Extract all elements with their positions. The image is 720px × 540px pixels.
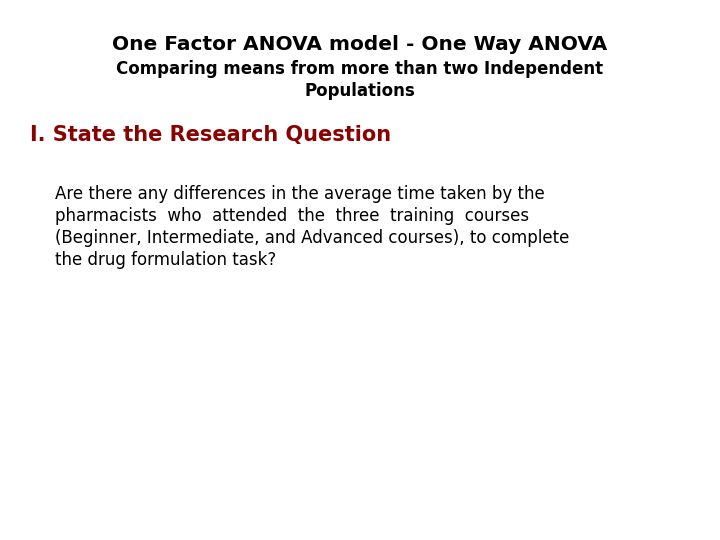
Text: (Beginner, Intermediate, and Advanced courses), to complete: (Beginner, Intermediate, and Advanced co… bbox=[55, 229, 570, 247]
Text: Populations: Populations bbox=[305, 82, 415, 100]
Text: Are there any differences in the average time taken by the: Are there any differences in the average… bbox=[55, 185, 545, 203]
Text: the drug formulation task?: the drug formulation task? bbox=[55, 251, 276, 269]
Text: Comparing means from more than two Independent: Comparing means from more than two Indep… bbox=[117, 60, 603, 78]
Text: pharmacists  who  attended  the  three  training  courses: pharmacists who attended the three train… bbox=[55, 207, 529, 225]
Text: I. State the Research Question: I. State the Research Question bbox=[30, 125, 391, 145]
Text: One Factor ANOVA model - One Way ANOVA: One Factor ANOVA model - One Way ANOVA bbox=[112, 35, 608, 54]
